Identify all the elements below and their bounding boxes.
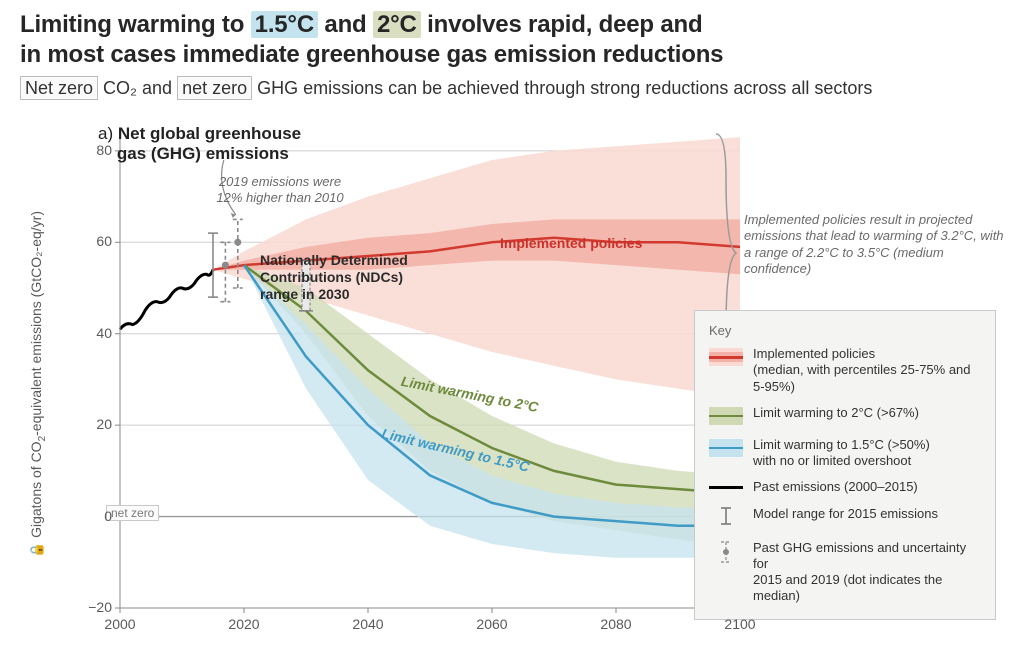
title-line2: in most cases immediate greenhouse gas e… (20, 41, 723, 68)
x-tick: 2040 (348, 616, 388, 632)
legend-label-past: Past emissions (2000–2015) (753, 479, 918, 495)
legend-label-modelrange: Model range for 2015 emissions (753, 506, 938, 522)
annotation-right-note: Implemented policies result in projected… (744, 212, 1004, 277)
y-tick: 0 (72, 508, 112, 524)
x-tick: 2000 (100, 616, 140, 632)
legend-title: Key (709, 323, 981, 338)
legend-row-past: Past emissions (2000–2015) (709, 479, 981, 495)
legend-label-2c: Limit warming to 2°C (>67%) (753, 405, 919, 421)
title-highlight-2c: 2°C (373, 11, 421, 38)
page-subtitle: Net zero CO₂ and net zero GHG emissions … (20, 78, 872, 99)
legend-glyph-modelrange (709, 506, 743, 530)
legend-row-2c: Limit warming to 2°C (>67%) (709, 405, 981, 427)
annotation-ndc: Nationally DeterminedContributions (NDCs… (260, 252, 460, 302)
annotation-implemented: Implemented policies (500, 235, 642, 251)
title-post: involves rapid, deep and (421, 11, 703, 38)
subtitle-box-netzero-1: Net zero (20, 76, 98, 100)
legend-row-modelrange: Model range for 2015 emissions (709, 506, 981, 530)
subtitle-seg2: GHG emissions can be achieved through st… (252, 78, 872, 98)
subtitle-seg1: CO₂ and (98, 78, 177, 98)
chart-area: 🔒 Gigatons of CO2-equivalent emissions (… (20, 118, 1004, 638)
y-tick: −20 (72, 599, 112, 615)
annotation-2019: 2019 emissions were12% higher than 2010 (200, 174, 360, 207)
legend-glyph-pastghg (709, 540, 743, 568)
subtitle-box-netzero-2: net zero (177, 76, 252, 100)
x-tick: 2100 (720, 616, 760, 632)
legend-label-15c: Limit warming to 1.5°C (>50%)with no or … (753, 437, 930, 470)
y-axis-label-pre: Gigatons of CO (28, 441, 44, 538)
legend: Key Implemented policies(median, with pe… (694, 310, 996, 620)
page-root: Limiting warming to 1.5°C and 2°C involv… (0, 0, 1024, 650)
legend-swatch-implemented (709, 346, 743, 368)
net-zero-label: net zero (106, 505, 159, 521)
legend-label-pastghg: Past GHG emissions and uncertainty for20… (753, 540, 981, 605)
y-axis-label: 🔒 Gigatons of CO2-equivalent emissions (… (28, 211, 48, 558)
legend-swatch-15c (709, 437, 743, 459)
legend-row-pastghg: Past GHG emissions and uncertainty for20… (709, 540, 981, 605)
panel-label-a: a) (98, 124, 113, 143)
y-axis-label-post: -equivalent emissions (28, 297, 44, 436)
y-tick: 40 (72, 325, 112, 341)
y-axis-label-sub: 2 (37, 436, 48, 442)
y-tick: 20 (72, 416, 112, 432)
panel-title-line2: gas (GHG) emissions (117, 144, 289, 163)
title-mid: and (318, 11, 373, 38)
page-title: Limiting warming to 1.5°C and 2°C involv… (20, 10, 723, 70)
title-highlight-15c: 1.5°C (251, 11, 318, 38)
y-tick: 80 (72, 142, 112, 158)
y-tick: 60 (72, 233, 112, 249)
panel-title-line1: Net global greenhouse (118, 124, 301, 143)
x-tick: 2060 (472, 616, 512, 632)
legend-swatch-2c (709, 405, 743, 427)
legend-row-implemented: Implemented policies(median, with percen… (709, 346, 981, 395)
x-tick: 2020 (224, 616, 264, 632)
legend-swatch-past (709, 479, 743, 495)
panel-title: a) Net global greenhouse gas (GHG) emiss… (98, 124, 301, 164)
x-tick: 2080 (596, 616, 636, 632)
title-pre: Limiting warming to (20, 11, 251, 38)
legend-row-15c: Limit warming to 1.5°C (>50%)with no or … (709, 437, 981, 470)
y-axis-label-unit: (GtCO₂-eq/yr) (28, 211, 44, 297)
legend-label-implemented: Implemented policies(median, with percen… (753, 346, 981, 395)
lock-icon: 🔒 (29, 542, 44, 558)
